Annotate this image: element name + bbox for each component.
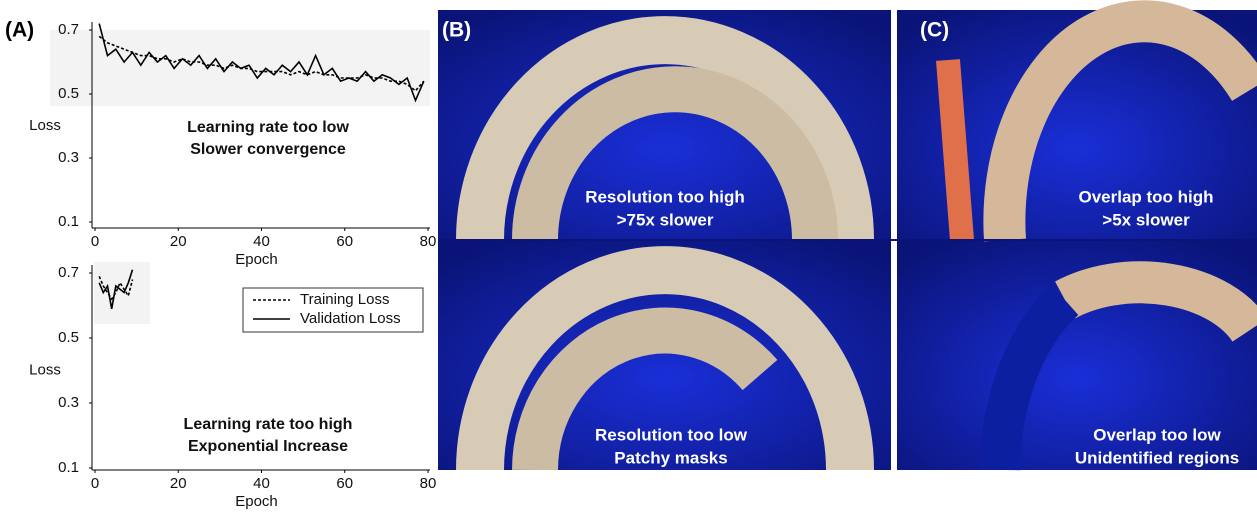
photo-caption: Patchy masks <box>614 448 727 467</box>
annotation: Learning rate too low <box>187 119 349 136</box>
photo-caption: Overlap too low <box>1093 425 1221 444</box>
annotation: Exponential Increase <box>188 438 348 455</box>
snake <box>1055 261 1257 343</box>
x-tick-label: 60 <box>336 233 353 250</box>
photo-caption: Overlap too high <box>1078 187 1213 206</box>
x-tick-label: 20 <box>170 233 187 250</box>
snake <box>983 0 1257 242</box>
series-line <box>98 269 134 309</box>
x-tick-label: 20 <box>170 475 187 492</box>
legend-box <box>242 287 424 333</box>
y-tick-label: 0.3 <box>58 394 79 411</box>
legend-label: Training Loss <box>300 291 390 308</box>
legend-label: Validation Loss <box>300 310 401 327</box>
x-tick-label: 80 <box>420 475 437 492</box>
x-tick-label: 40 <box>253 475 270 492</box>
series-line <box>98 275 134 301</box>
y-tick-label: 0.1 <box>58 213 79 230</box>
y-axis-label: Loss <box>29 361 61 378</box>
snake <box>456 246 874 471</box>
photo-caption: Resolution too high <box>585 187 745 206</box>
y-tick-label: 0.3 <box>58 149 79 166</box>
panel-label: (A) <box>5 19 34 42</box>
series-line <box>98 35 425 92</box>
snake <box>512 66 838 241</box>
photo-caption: Unidentified regions <box>1075 448 1239 467</box>
snake <box>512 307 778 471</box>
x-tick-label: 60 <box>336 475 353 492</box>
panel-label: (C) <box>920 19 949 42</box>
y-tick-label: 0.7 <box>58 21 79 38</box>
photo-caption: Resolution too low <box>595 425 748 444</box>
x-tick-label: 80 <box>420 233 437 250</box>
photo-caption: >75x slower <box>617 210 714 229</box>
annotation: Slower convergence <box>190 141 346 158</box>
photo-caption: >5x slower <box>1102 210 1190 229</box>
y-axis-label: Loss <box>29 117 61 134</box>
snake <box>936 59 974 241</box>
annotation: Learning rate too high <box>184 416 353 433</box>
legend: Training Loss Validation Loss <box>242 287 424 333</box>
x-tick-label: 0 <box>91 233 99 250</box>
photo-panels <box>438 0 1257 471</box>
y-tick-label: 0.1 <box>58 459 79 476</box>
x-tick-label: 40 <box>253 233 270 250</box>
series-line <box>98 23 425 103</box>
y-tick-label: 0.5 <box>58 329 79 346</box>
y-tick-label: 0.7 <box>58 264 79 281</box>
y-tick-label: 0.5 <box>58 85 79 102</box>
snake <box>456 16 874 241</box>
x-axis-label: Epoch <box>235 493 278 510</box>
x-axis-label: Epoch <box>235 251 278 268</box>
x-tick-label: 0 <box>91 475 99 492</box>
panel-label: (B) <box>442 19 471 42</box>
plot-shade <box>94 262 150 324</box>
snake <box>980 285 1079 471</box>
